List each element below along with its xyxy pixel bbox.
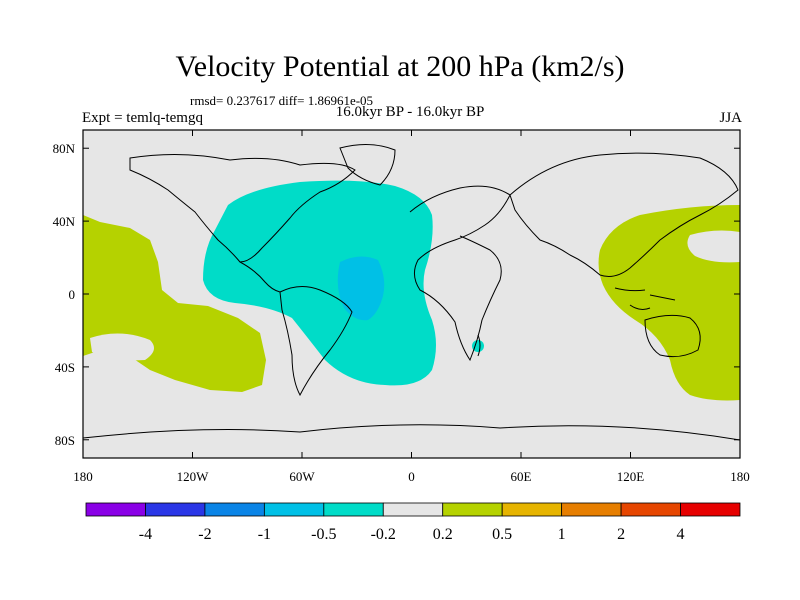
colorbar-swatch: [442, 502, 503, 517]
colorbar-swatch: [680, 502, 741, 517]
map-area: [83, 130, 740, 458]
map-title: Velocity Potential at 200 hPa (km2/s): [175, 50, 625, 83]
colorbar-label: -4: [139, 526, 152, 543]
period-label: 16.0kyr BP - 16.0kyr BP: [335, 104, 485, 120]
colorbar-label: -2: [198, 526, 211, 543]
core-negative-region: [337, 256, 385, 321]
colorbar-label: 0.2: [433, 526, 453, 543]
colorbar-label: -0.2: [371, 526, 396, 543]
colorbar-swatch: [323, 502, 384, 517]
y-tick-label: 80N: [53, 141, 76, 156]
colorbar-label: 1: [558, 526, 566, 543]
colorbar-swatch: [85, 502, 146, 517]
stats-text: rmsd= 0.237617 diff= 1.86961e-05: [190, 93, 374, 108]
colorbar-label: 0.5: [492, 526, 512, 543]
colorbar-label: -0.5: [311, 526, 336, 543]
x-tick-label: 120E: [617, 469, 645, 484]
colorbar-swatch: [620, 502, 681, 517]
y-tick-label: 0: [69, 287, 76, 302]
colorbar-swatch: [501, 502, 563, 517]
x-tick-label: 60E: [511, 469, 532, 484]
colorbar-swatch: [382, 502, 444, 517]
coastlines: [83, 144, 740, 441]
colorbar-label: 4: [677, 526, 685, 543]
colorbar-swatch: [145, 502, 206, 517]
atlantic-negative-region: [203, 180, 436, 386]
x-tick-label: 120W: [177, 469, 210, 484]
colorbar-swatch: [561, 502, 622, 517]
colorbar-swatch: [263, 502, 325, 517]
colorbar-label: 2: [617, 526, 625, 543]
x-tick-label: 180: [730, 469, 750, 484]
colorbar-swatch: [204, 502, 265, 517]
x-axis: 180 120W 60W 0 60E 120E 180: [73, 130, 750, 484]
northwest-pacific-hole: [687, 230, 740, 263]
y-tick-label: 40N: [53, 214, 76, 229]
y-axis: 80N 40N 0 40S 80S: [53, 141, 740, 448]
season-label: JJA: [719, 110, 742, 126]
x-tick-label: 180: [73, 469, 93, 484]
x-tick-label: 0: [408, 469, 415, 484]
y-tick-label: 40S: [55, 360, 75, 375]
colorbar: -4 -2 -1 -0.5 -0.2 0.2 0.5 1 2 4: [85, 502, 741, 543]
experiment-label: Expt = temlq-temgq: [82, 110, 203, 126]
colorbar-label: -1: [258, 526, 271, 543]
y-tick-label: 80S: [55, 433, 75, 448]
madagascar-blob: [472, 340, 484, 352]
pacific-hole: [90, 333, 154, 361]
x-tick-label: 60W: [289, 469, 315, 484]
